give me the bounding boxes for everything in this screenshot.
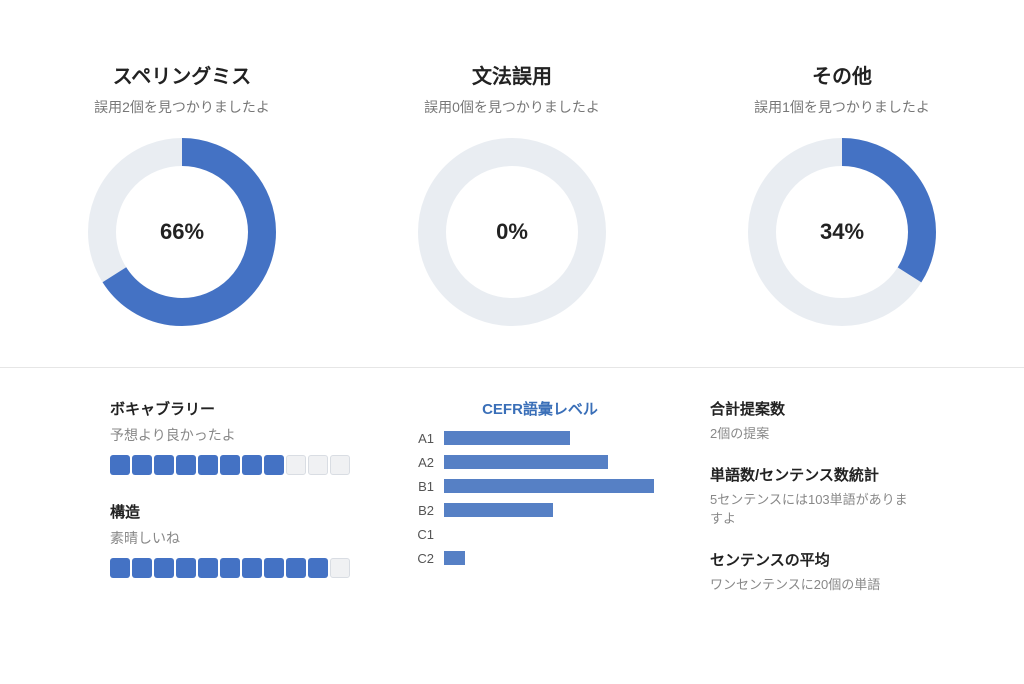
vocab-subtitle: 予想より良かったよ — [110, 425, 370, 445]
donut-row: スペリングミス 誤用2個を見つかりましたよ 66% 文法誤用 誤用0個を見つかり… — [0, 0, 1024, 367]
rating-square — [110, 455, 130, 475]
rating-square — [264, 558, 284, 578]
rating-square — [132, 558, 152, 578]
donut-card-grammar: 文法誤用 誤用0個を見つかりましたよ 0% — [377, 60, 647, 327]
cefr-bars: A1 A2 B1 B2 C1 C2 — [410, 429, 670, 567]
stat-avg: センテンスの平均 ワンセンテンスに20個の単語 — [710, 549, 914, 593]
rating-square — [110, 558, 130, 578]
cefr-row: A1 — [410, 429, 670, 447]
cefr-row: C1 — [410, 525, 670, 543]
stat-sub: 2個の提案 — [710, 423, 914, 442]
donut-title: スペリングミス — [47, 60, 317, 89]
donut-percent-label: 66% — [87, 137, 277, 327]
cefr-level-label: A1 — [410, 431, 434, 446]
cefr-bar — [444, 551, 465, 565]
structure-squares — [110, 558, 370, 578]
rating-square — [220, 455, 240, 475]
stat-suggestions: 合計提案数 2個の提案 — [710, 398, 914, 442]
rating-square — [264, 455, 284, 475]
col-right: 合計提案数 2個の提案 単語数/センテンス数統計 5センテンスには103単語があ… — [710, 398, 914, 615]
cefr-level-label: C1 — [410, 527, 434, 542]
cefr-level-label: C2 — [410, 551, 434, 566]
rating-square — [330, 558, 350, 578]
cefr-row: C2 — [410, 549, 670, 567]
cefr-bar — [444, 455, 608, 469]
donut-title: その他 — [707, 60, 977, 89]
rating-square — [198, 455, 218, 475]
structure-subtitle: 素晴しいね — [110, 528, 370, 548]
lower-section: ボキャブラリー 予想より良かったよ 構造 素晴しいね CEFR語彙レベル A1A… — [0, 398, 1024, 615]
stat-title: 合計提案数 — [710, 398, 914, 419]
stat-sub: 5センテンスには103単語がありますよ — [710, 489, 914, 527]
rating-square — [220, 558, 240, 578]
rating-square — [286, 558, 306, 578]
donut-subtitle: 誤用2個を見つかりましたよ — [47, 97, 317, 117]
stat-title: 単語数/センテンス数統計 — [710, 464, 914, 485]
stat-words: 単語数/センテンス数統計 5センテンスには103単語がありますよ — [710, 464, 914, 527]
cefr-title: CEFR語彙レベル — [410, 398, 670, 419]
rating-square — [242, 455, 262, 475]
rating-square — [308, 455, 328, 475]
vocab-title: ボキャブラリー — [110, 398, 370, 419]
donut-card-spelling: スペリングミス 誤用2個を見つかりましたよ 66% — [47, 60, 317, 327]
donut-title: 文法誤用 — [377, 60, 647, 89]
structure-title: 構造 — [110, 501, 370, 522]
cefr-bar — [444, 431, 570, 445]
donut-subtitle: 誤用1個を見つかりましたよ — [707, 97, 977, 117]
rating-square — [198, 558, 218, 578]
section-divider — [0, 367, 1024, 368]
rating-square — [308, 558, 328, 578]
rating-square — [154, 455, 174, 475]
rating-square — [242, 558, 262, 578]
donut-card-other: その他 誤用1個を見つかりましたよ 34% — [707, 60, 977, 327]
rating-square — [330, 455, 350, 475]
donut-subtitle: 誤用0個を見つかりましたよ — [377, 97, 647, 117]
col-left: ボキャブラリー 予想より良かったよ 構造 素晴しいね — [110, 398, 370, 615]
cefr-row: B2 — [410, 501, 670, 519]
cefr-level-label: A2 — [410, 455, 434, 470]
rating-square — [176, 455, 196, 475]
rating-square — [154, 558, 174, 578]
donut-chart: 34% — [747, 137, 937, 327]
vocab-squares — [110, 455, 370, 475]
donut-percent-label: 34% — [747, 137, 937, 327]
cefr-row: B1 — [410, 477, 670, 495]
donut-percent-label: 0% — [417, 137, 607, 327]
vocab-block: ボキャブラリー 予想より良かったよ — [110, 398, 370, 475]
rating-square — [132, 455, 152, 475]
rating-square — [176, 558, 196, 578]
stat-title: センテンスの平均 — [710, 549, 914, 570]
structure-block: 構造 素晴しいね — [110, 501, 370, 578]
cefr-bar — [444, 503, 553, 517]
col-mid: CEFR語彙レベル A1 A2 B1 B2 C1 C2 — [410, 398, 670, 615]
cefr-row: A2 — [410, 453, 670, 471]
donut-chart: 66% — [87, 137, 277, 327]
donut-chart: 0% — [417, 137, 607, 327]
stat-sub: ワンセンテンスに20個の単語 — [710, 574, 914, 593]
cefr-level-label: B1 — [410, 479, 434, 494]
rating-square — [286, 455, 306, 475]
cefr-level-label: B2 — [410, 503, 434, 518]
cefr-bar — [444, 479, 654, 493]
